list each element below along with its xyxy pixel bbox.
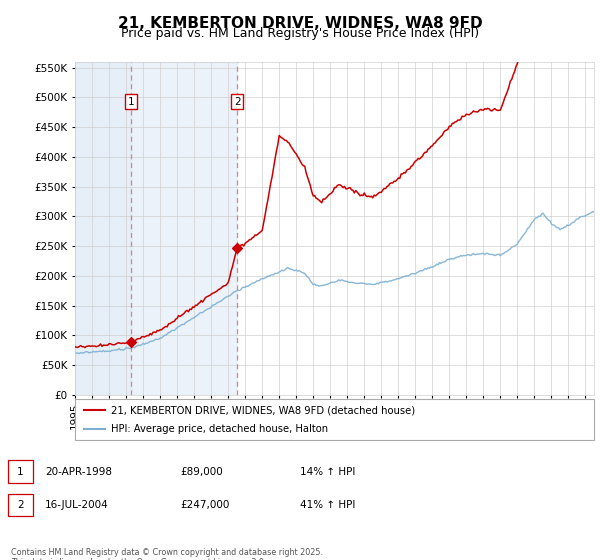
Text: 20-APR-1998: 20-APR-1998	[45, 466, 112, 477]
Point	[233, 244, 242, 253]
Text: 21, KEMBERTON DRIVE, WIDNES, WA8 9FD (detached house): 21, KEMBERTON DRIVE, WIDNES, WA8 9FD (de…	[112, 405, 415, 415]
Text: £89,000: £89,000	[180, 466, 223, 477]
Text: 41% ↑ HPI: 41% ↑ HPI	[300, 500, 355, 510]
Text: 2: 2	[17, 500, 24, 510]
Text: £247,000: £247,000	[180, 500, 229, 510]
Text: 14% ↑ HPI: 14% ↑ HPI	[300, 466, 355, 477]
Text: 2: 2	[234, 96, 241, 106]
Text: HPI: Average price, detached house, Halton: HPI: Average price, detached house, Halt…	[112, 424, 328, 433]
Text: Price paid vs. HM Land Registry's House Price Index (HPI): Price paid vs. HM Land Registry's House …	[121, 27, 479, 40]
Bar	[75, 62, 131, 395]
Text: 16-JUL-2004: 16-JUL-2004	[45, 500, 109, 510]
Text: 1: 1	[17, 466, 24, 477]
Point	[126, 337, 136, 346]
Text: 1: 1	[128, 96, 134, 106]
Bar	[131, 62, 238, 395]
Text: 21, KEMBERTON DRIVE, WIDNES, WA8 9FD: 21, KEMBERTON DRIVE, WIDNES, WA8 9FD	[118, 16, 482, 31]
Text: Contains HM Land Registry data © Crown copyright and database right 2025.
This d: Contains HM Land Registry data © Crown c…	[11, 548, 323, 560]
FancyBboxPatch shape	[75, 399, 594, 440]
